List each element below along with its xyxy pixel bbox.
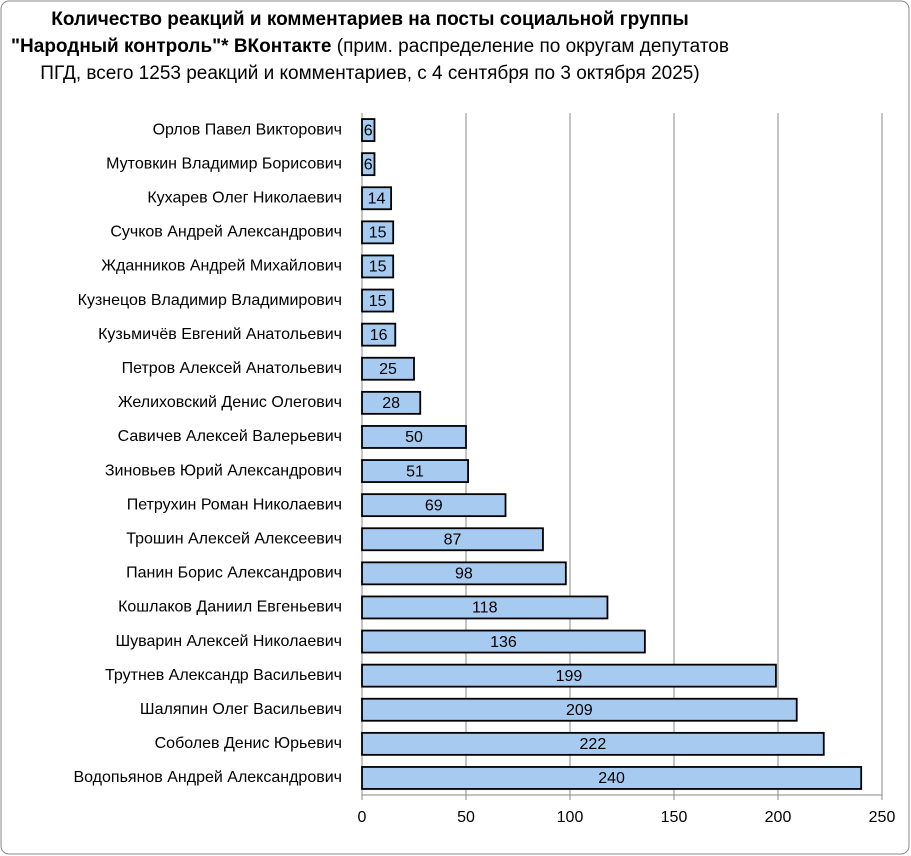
y-tick-label: Трутнев Александр Васильевич [105,667,342,684]
value-label: 69 [425,497,443,514]
y-tick-label: Водопьянов Андрей Александрович [73,769,342,786]
bar [361,356,415,381]
value-label: 118 [472,600,498,617]
bar [361,322,397,347]
y-tick-label: Шаляпин Олег Васильевич [140,701,342,718]
y-tick-label: Петрухин Роман Николаевич [127,496,342,513]
value-label: 87 [444,531,462,548]
y-tick-label: Шуварин Алексей Николаевич [116,633,343,650]
value-label: 16 [370,327,388,344]
value-label: 222 [580,736,607,753]
value-label: 6 [364,122,373,139]
y-tick-label: Желиховский Денис Олегович [118,394,342,411]
y-tick-label: Кузнецов Владимир Владимирович [78,292,342,309]
bar [361,493,507,518]
value-label: 6 [364,156,373,173]
y-tick-label: Петров Алексей Анатольевич [122,360,342,377]
bar [361,561,567,586]
bar [361,390,422,415]
value-label: 50 [405,429,423,446]
x-tick-label: 200 [765,809,792,826]
y-tick-label: Соболев Денис Юрьевич [155,735,342,752]
bar [361,118,376,142]
bar [361,595,609,620]
bar [361,288,395,313]
y-tick-label: Зиновьев Юрий Александрович [105,462,342,479]
y-tick-label: Орлов Павел Викторович [153,121,342,138]
bar [361,663,777,688]
chart-title-block: Количество реакций и комментариев на пос… [8,6,732,87]
y-tick-label: Жданников Андрей Михайлович [101,258,342,275]
value-label: 51 [406,463,424,480]
x-tick-label: 250 [869,809,896,826]
bar [361,731,825,756]
bar [361,697,798,722]
y-tick-label: Панин Борис Александрович [126,565,342,582]
y-tick-label: Мутовкин Владимир Борисович [106,155,342,172]
value-label: 15 [369,293,387,310]
bar [361,527,544,552]
x-tick-label: 100 [557,809,584,826]
value-label: 199 [556,668,583,685]
value-label: 98 [455,566,473,583]
x-tick-label: 50 [457,809,475,826]
y-tick-label: Сучков Андрей Александрович [110,224,342,241]
value-label: 25 [379,361,397,378]
y-tick-label: Савичев Алексей Валерьевич [118,428,342,445]
chart-title: Количество реакций и комментариев на пос… [11,9,689,57]
bar [361,459,469,483]
value-label: 240 [598,770,625,787]
bar [361,220,395,245]
value-label: 136 [490,634,517,651]
bar [361,254,395,279]
y-tick-label: Кухарев Олег Николаевич [147,189,342,206]
value-label: 15 [369,225,387,242]
chart-subtitle: (прим. распределение по округам депутато… [40,36,729,84]
bar [361,766,863,790]
bar [361,425,467,449]
y-tick-label: Кузьмичёв Евгений Анатольевич [98,326,342,343]
value-label: 209 [566,702,593,719]
bar [361,152,376,177]
x-tick-label: 150 [661,809,688,826]
value-label: 28 [382,395,400,412]
y-tick-label: Трошин Алексей Алексеевич [126,530,342,547]
bar [361,629,646,654]
value-label: 15 [369,259,387,276]
value-label: 14 [368,190,386,207]
y-tick-label: Кошлаков Даниил Евгеньевич [118,599,342,616]
x-tick-label: 0 [358,809,367,826]
bar [361,186,393,211]
